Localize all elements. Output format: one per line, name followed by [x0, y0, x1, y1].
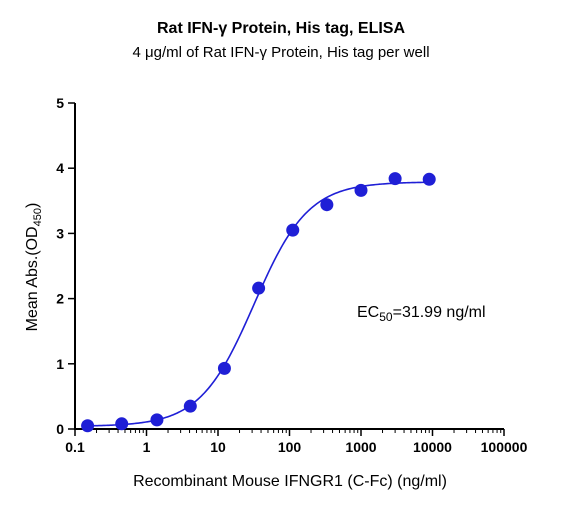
x-tick-label: 1000 [345, 439, 376, 455]
x-tick-label: 10000 [413, 439, 452, 455]
x-tick-label: 100000 [481, 439, 528, 455]
x-tick-label: 100 [278, 439, 302, 455]
data-point [217, 361, 231, 375]
ec50-annotation-value: =31.99 ng/ml [393, 304, 486, 321]
y-tick-label: 4 [56, 160, 64, 176]
chart-subtitle: 4 μg/ml of Rat IFN-γ Protein, His tag pe… [132, 44, 429, 61]
x-axis-label: Recombinant Mouse IFNGR1 (C-Fc) (ng/ml) [133, 473, 447, 490]
ec50-annotation: EC50=31.99 ng/ml [357, 304, 486, 324]
y-tick-label: 1 [56, 356, 64, 372]
y-tick-label: 2 [56, 291, 64, 307]
data-point [354, 183, 368, 197]
data-point [422, 172, 436, 186]
y-axis-label-close: ) [24, 203, 41, 208]
y-axis-label: Mean Abs.(OD450) [24, 203, 44, 332]
data-points [81, 172, 436, 433]
data-point [81, 419, 95, 433]
ec50-annotation-subscript: 50 [379, 310, 393, 324]
chart-title: Rat IFN-γ Protein, His tag, ELISA [157, 20, 405, 37]
data-point [320, 198, 334, 212]
x-tick-label: 1 [143, 439, 151, 455]
data-point [115, 417, 129, 431]
x-tick-label: 10 [210, 439, 226, 455]
y-axis-label-main: Mean Abs.(OD [24, 226, 41, 331]
y-tick-label: 5 [56, 95, 64, 111]
ec50-annotation-main: EC [357, 304, 379, 321]
data-point [150, 413, 164, 427]
y-axis-ticks: 0 1 2 3 4 5 [56, 95, 75, 437]
data-point [388, 172, 402, 186]
data-point [183, 399, 197, 413]
data-point [252, 281, 266, 295]
y-tick-label: 0 [56, 421, 64, 437]
y-tick-label: 3 [56, 225, 64, 241]
axes [74, 103, 504, 430]
x-tick-label: 0.1 [65, 439, 85, 455]
x-axis-ticks: 0.1 1 10 100 1000 10000 100000 [65, 429, 528, 455]
y-axis-label-subscript: 450 [32, 208, 44, 226]
data-point [286, 223, 300, 237]
